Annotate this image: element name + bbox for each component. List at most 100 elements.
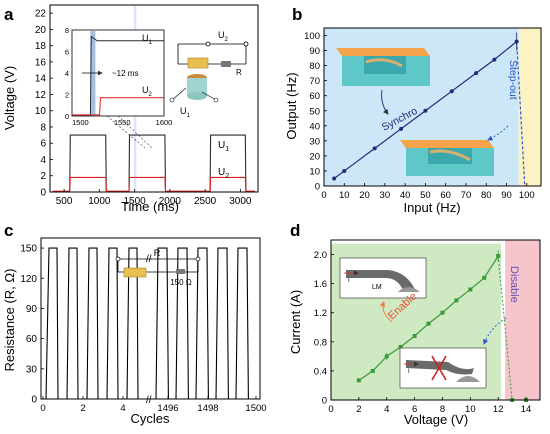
stepout-device-top bbox=[400, 140, 494, 148]
a-x-tick-label: 2500 bbox=[194, 196, 217, 207]
b-y-tick-label: 60 bbox=[309, 91, 320, 102]
panel-b: b 0 10 20 30 40 50 60 70 80 90 100 0 10 20 30 40 50 60 70… bbox=[284, 5, 542, 215]
d-y-tick-label: 1.2 bbox=[314, 308, 327, 319]
disable-inset: I bbox=[399, 347, 487, 389]
circuit-u1-label: U1 bbox=[180, 106, 191, 119]
synchro-point bbox=[332, 176, 337, 181]
device-chip bbox=[187, 57, 209, 69]
panel-d-frame bbox=[330, 239, 541, 401]
series-u2-line bbox=[52, 176, 256, 192]
stepout-device-beam bbox=[429, 149, 471, 162]
inset-y-tick-label: 4 bbox=[65, 69, 69, 78]
b-y-tick-label: 30 bbox=[309, 136, 320, 147]
d-x-tick-label: 0 bbox=[328, 404, 333, 415]
panel-letter-d: d bbox=[290, 221, 300, 240]
panel-b-x-ticks: 0 10 20 30 40 50 60 70 80 90 100 bbox=[321, 183, 535, 201]
c-resistor-label: 150 Ω bbox=[170, 278, 192, 287]
d-x-tick-label: 12 bbox=[493, 404, 504, 415]
a-x-tick-label: 1500 bbox=[123, 196, 146, 207]
d-y-tick-label: 2.0 bbox=[314, 250, 327, 261]
inset-x-tick-label: 1550 bbox=[114, 118, 131, 127]
stepout-line bbox=[516, 41, 526, 187]
resistance-line-right bbox=[155, 247, 249, 400]
current-point bbox=[356, 378, 361, 383]
panel-a-frame bbox=[49, 4, 259, 193]
d-y-tick-label: 1.6 bbox=[314, 279, 327, 290]
disable-region bbox=[505, 240, 540, 400]
current-point bbox=[398, 344, 403, 349]
enable-inset-lm-label: LM bbox=[372, 284, 382, 291]
a-x-tick-label: 3000 bbox=[229, 196, 252, 207]
a-y-tick-label: 10 bbox=[35, 106, 47, 117]
stepout-device-illustration bbox=[400, 140, 494, 176]
synchro-point bbox=[449, 89, 454, 94]
b-x-tick-label: 10 bbox=[339, 190, 350, 201]
b-x-tick-label: 90 bbox=[501, 190, 512, 201]
a-y-tick-label: 8 bbox=[40, 122, 46, 133]
b-y-tick-label: 40 bbox=[309, 121, 320, 132]
circuit-r-label: R bbox=[236, 68, 242, 77]
b-x-tick-label: 20 bbox=[359, 190, 370, 201]
b-y-tick-label: 70 bbox=[309, 76, 320, 87]
axis-break-top: // bbox=[146, 254, 152, 265]
synchro-point bbox=[399, 126, 404, 131]
c-x-tick-label: 1496 bbox=[157, 403, 178, 414]
stepout-region bbox=[518, 28, 541, 186]
synchro-device-beam bbox=[365, 58, 403, 68]
c-x-tick-label: 1500 bbox=[245, 403, 266, 414]
panel-a-u2-label: U2 bbox=[218, 167, 229, 180]
disable-arrow bbox=[483, 317, 507, 345]
d-x-tick-label: 2 bbox=[356, 404, 361, 415]
c-x-tick-label: 1498 bbox=[197, 403, 218, 414]
synchro-arrow bbox=[381, 89, 389, 115]
a-x-tick-label: 2000 bbox=[159, 196, 182, 207]
current-point bbox=[412, 334, 417, 338]
synchro-point bbox=[474, 71, 479, 76]
panel-d-x-ticks: 0 2 4 6 8 10 12 14 bbox=[328, 397, 531, 415]
b-y-tick-label: 0 bbox=[315, 182, 320, 193]
d-x-tick-label: 14 bbox=[521, 404, 532, 415]
panel-d-y-label: Current (A) bbox=[288, 290, 303, 354]
inset-x-tick-label: 1500 bbox=[72, 118, 89, 127]
a-y-tick-label: 22 bbox=[35, 9, 47, 20]
current-point bbox=[482, 275, 487, 280]
terminal-u1-right bbox=[213, 97, 219, 103]
a-y-tick-label: 18 bbox=[35, 41, 47, 52]
c-device-chip bbox=[123, 267, 147, 278]
c-terminal-left bbox=[115, 256, 121, 262]
terminal-u1-left bbox=[169, 97, 175, 103]
panel-letter-c: c bbox=[4, 221, 13, 240]
b-x-tick-label: 100 bbox=[519, 190, 535, 201]
inset-y-tick-label: 6 bbox=[65, 48, 69, 57]
panel-c-x-ticks: 0 2 4 1496 1498 1500 bbox=[40, 396, 267, 414]
c-terminal-right bbox=[195, 256, 201, 262]
disable-label: Disable bbox=[508, 266, 520, 303]
b-x-tick-label: 70 bbox=[461, 190, 472, 201]
panel-a-x-ticks: 500 1000 1500 2000 2500 3000 bbox=[56, 189, 252, 207]
synchro-point bbox=[372, 146, 377, 151]
d-x-tick-label: 10 bbox=[465, 404, 476, 415]
panel-a-u1-label: U1 bbox=[218, 140, 229, 153]
cylinder-bottom bbox=[187, 92, 207, 100]
panel-b-frame bbox=[323, 27, 542, 187]
a-x-tick-label: 1000 bbox=[88, 196, 111, 207]
inset-u1-label: U1 bbox=[142, 33, 153, 46]
inset-x-tick-label: 1600 bbox=[156, 118, 173, 127]
panel-a-x-label: Time (ms) bbox=[121, 199, 179, 214]
a-y-tick-label: 4 bbox=[40, 155, 46, 166]
terminal-u2-right bbox=[243, 41, 249, 47]
d-y-tick-label: 0.4 bbox=[314, 366, 327, 377]
b-y-tick-label: 100 bbox=[304, 31, 320, 42]
stepout-label: Step-out bbox=[507, 60, 519, 100]
disable-inset-i-label: I bbox=[408, 369, 410, 375]
enable-inset: I LM bbox=[339, 257, 427, 299]
panel-letter-b: b bbox=[292, 5, 302, 24]
panel-a-y-ticks: 0 2 4 6 8 10 12 14 16 18 20 22 bbox=[35, 9, 53, 199]
inset-ticks: 0 2 4 6 8 1500 1550 1600 bbox=[65, 26, 173, 127]
panel-a-y-label: Voltage (V) bbox=[2, 66, 17, 130]
d-y-tick-label: 0.8 bbox=[314, 337, 327, 348]
c-circuit-r-label: R bbox=[154, 248, 161, 258]
b-y-tick-label: 80 bbox=[309, 61, 320, 72]
